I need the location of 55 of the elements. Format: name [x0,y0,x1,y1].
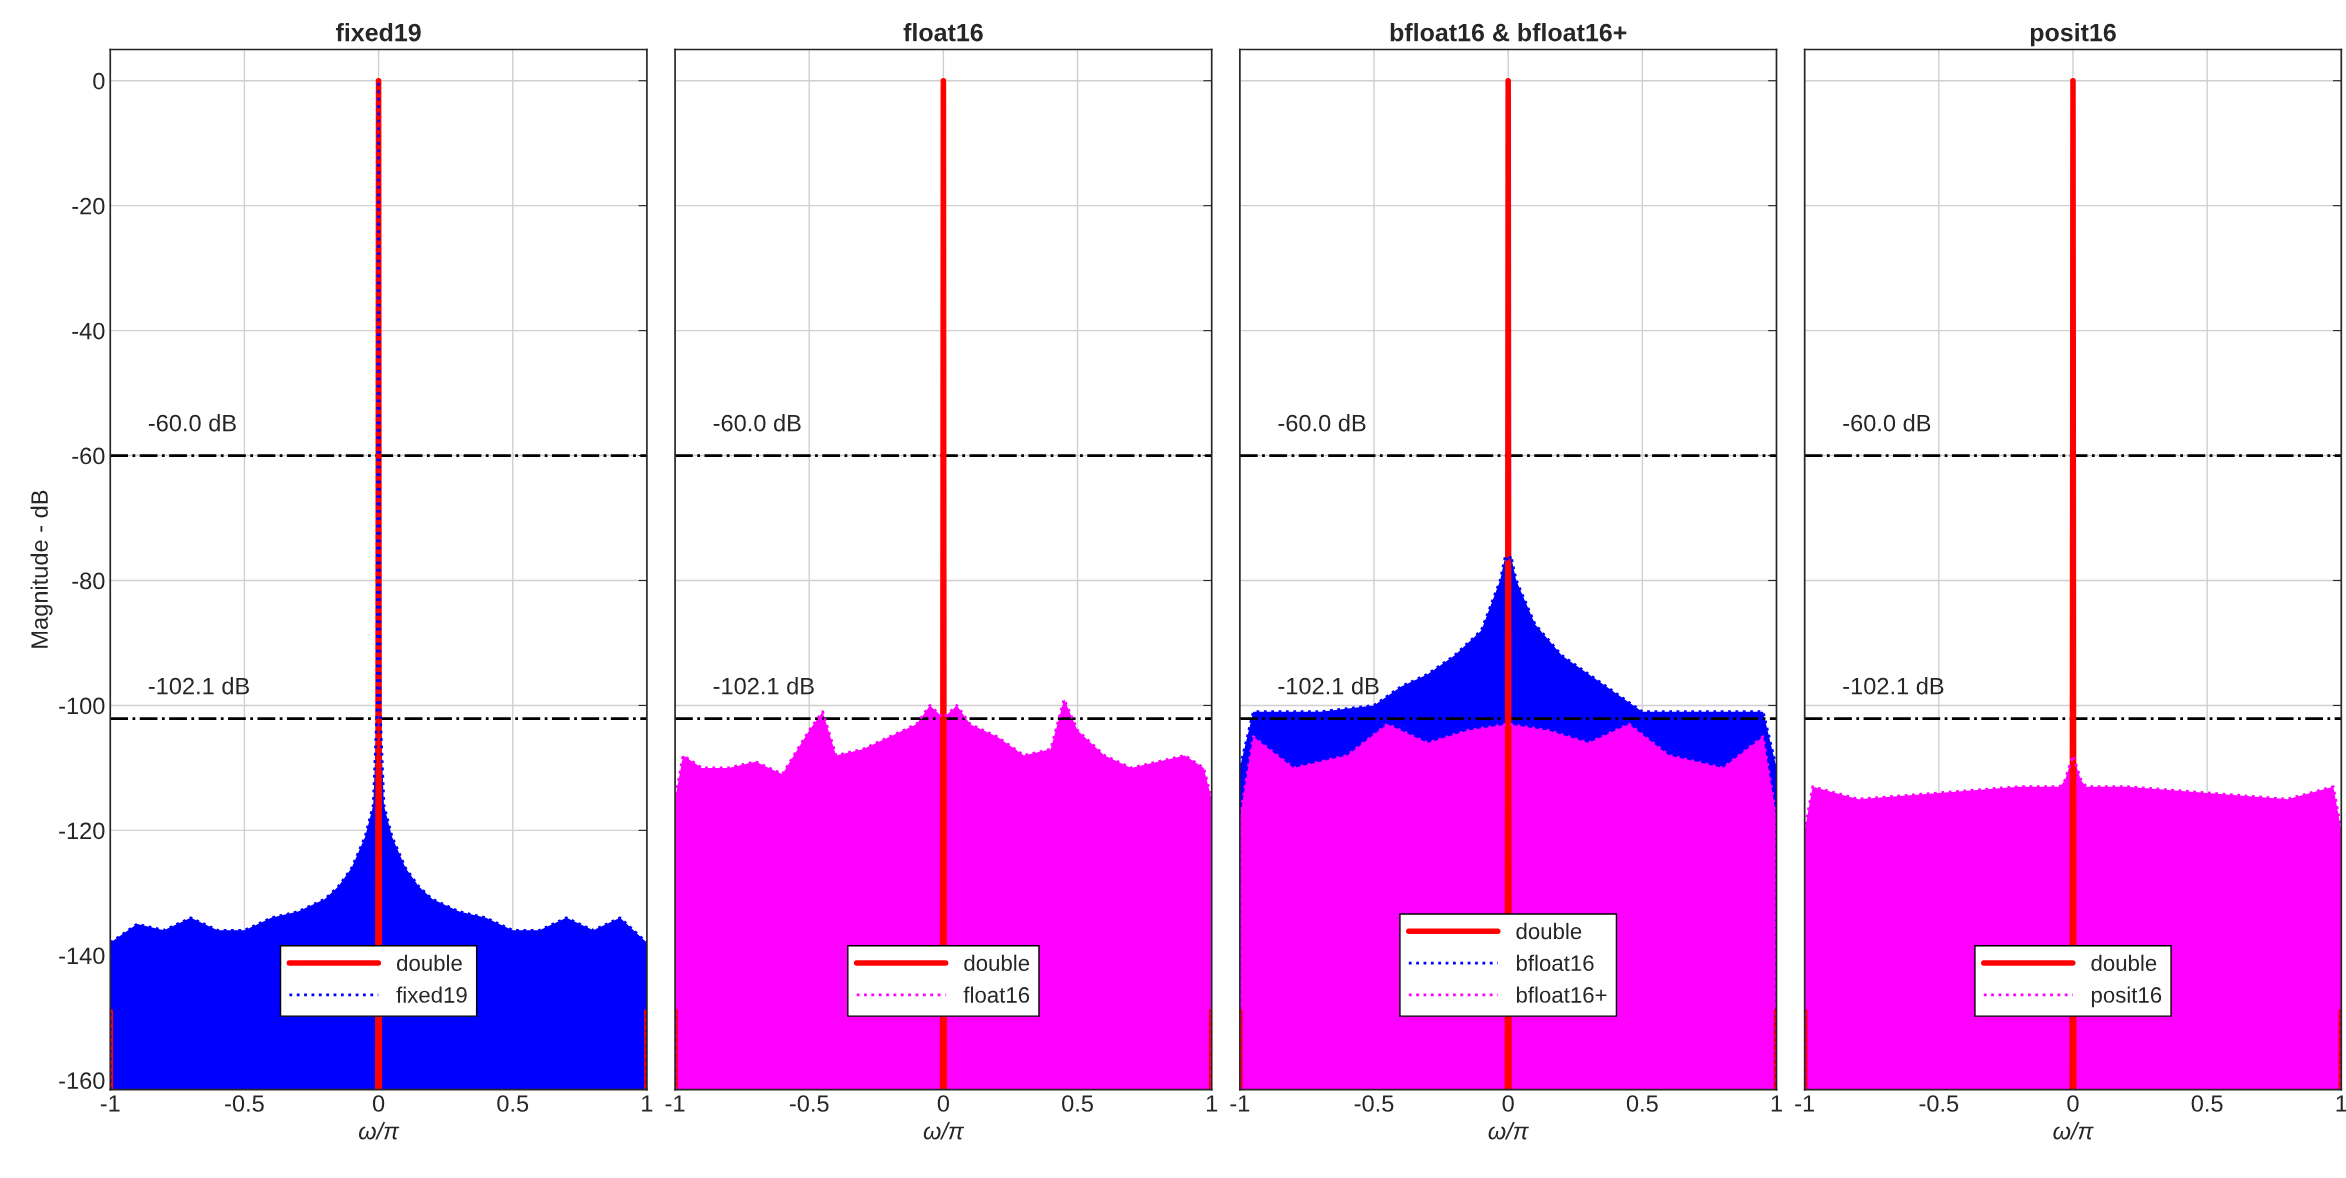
x-tick-label: 0 [1502,1095,1514,1112]
x-tick-label: -1 [1230,1095,1250,1112]
legend-label: double [964,954,1030,972]
legend-label: double [2091,954,2157,972]
ref-line-label: -102.1 dB [713,677,814,695]
x-tick-label: 1 [1771,1095,1782,1112]
x-axis-title: ω/π [2053,1122,2094,1140]
x-tick-label: -0.5 [1919,1095,1959,1112]
legend-label: double [1516,922,1582,940]
legend-label: double [397,954,462,972]
x-tick-label: -1 [1795,1095,1815,1112]
chart-title: posit16 [2030,23,2116,47]
ref-line-label: -60.0 dB [1278,414,1366,432]
x-tick-label: 0 [2067,1095,2079,1112]
chart-title: bfloat16 & bfloat16+ [1390,23,1627,42]
x-tick-label: 1 [642,1095,653,1112]
y-tick-label: -120 [59,822,105,840]
legend-label: bfloat16 [1516,954,1594,972]
legend-label: posit16 [2091,986,2162,1008]
x-tick-label: -0.5 [1354,1095,1394,1112]
x-tick-label: -1 [100,1095,120,1112]
legend-label: bfloat16+ [1516,986,1607,1003]
y-tick-label: -140 [59,947,105,965]
x-tick-label: 1 [1206,1095,1218,1112]
ref-line-label: -102.1 dB [148,677,249,695]
ref-line-label: -102.1 dB [1278,677,1379,695]
x-tick-label: -0.5 [789,1095,829,1112]
x-tick-label: 0.5 [497,1095,529,1112]
x-axis-title: ω/π [923,1122,965,1140]
x-tick-label: -1 [665,1095,685,1112]
y-tick-label: -20 [72,197,105,215]
chart-title: float16 [903,23,983,42]
y-tick-label: -80 [72,572,105,590]
x-axis-title: ω/π [1488,1122,1529,1140]
x-tick-label: 0.5 [1626,1095,1658,1112]
x-tick-label: 0.5 [2191,1095,2223,1112]
y-tick-label: -60 [72,447,105,465]
y-tick-label: -160 [59,1072,105,1090]
x-axis-title: ω/π [358,1122,400,1140]
x-tick-label: 0 [372,1095,385,1112]
x-tick-label: 0.5 [1062,1095,1093,1112]
legend-label: fixed19 [396,986,467,1003]
y-tick-label: -100 [59,697,105,715]
y-tick-label: -40 [72,322,105,340]
legend-label: float16 [963,986,1030,1003]
chart-title: fixed19 [335,23,421,42]
y-tick-label: 0 [93,72,105,90]
ref-line-label: -60.0 dB [713,414,801,432]
x-tick-label: -0.5 [225,1095,264,1112]
y-axis-title: Magnitude - dB [30,490,53,648]
x-tick-label: 0 [937,1095,950,1112]
ref-line-label: -60.0 dB [148,414,236,432]
ref-line-label: -102.1 dB [1843,677,1944,695]
ref-line-label: -60.0 dB [1843,414,1931,432]
x-tick-label: 1 [2336,1095,2346,1112]
